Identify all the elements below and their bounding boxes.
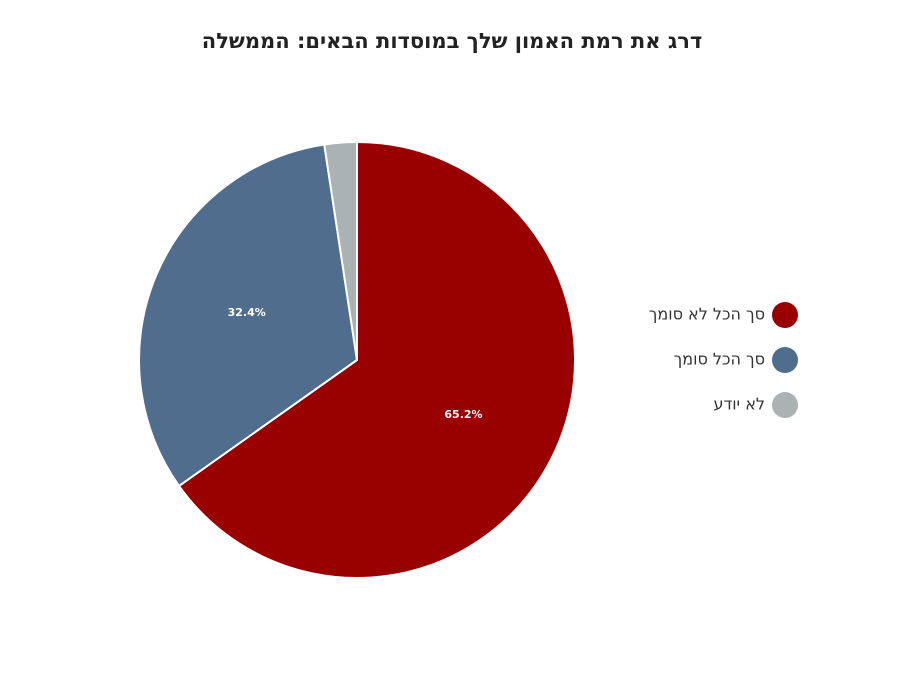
- legend-label: סך הכל לא סומך: [649, 305, 765, 324]
- chart-title: דרג את רמת האמון שלך במוסדות הבאים: הממש…: [202, 29, 702, 53]
- pie-slice: [177, 140, 576, 579]
- legend-swatch: [772, 392, 798, 418]
- legend-swatch: [772, 347, 798, 373]
- pie-slice: [323, 140, 358, 361]
- legend-label: סך הכל סומך: [674, 350, 765, 369]
- pie-slice: [138, 143, 359, 488]
- legend-label: לא יודע: [713, 395, 765, 414]
- slice-label: 65.2%: [444, 408, 482, 421]
- legend-swatch: [772, 302, 798, 328]
- slice-label: 32.4%: [228, 306, 266, 319]
